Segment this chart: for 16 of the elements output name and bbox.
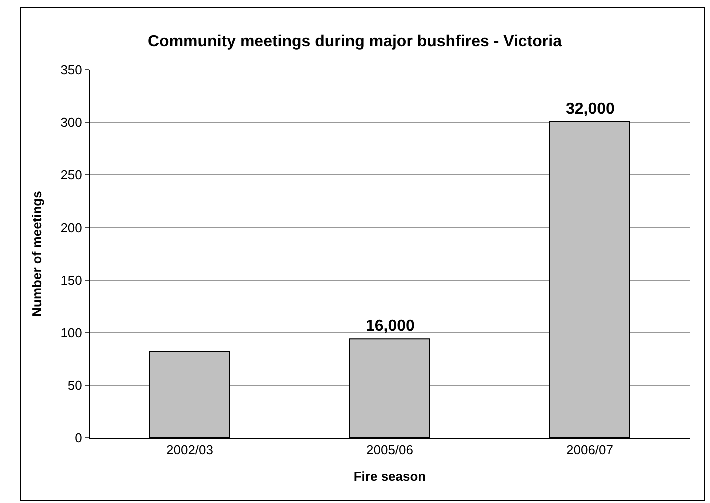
y-tick-label: 300 — [60, 115, 82, 130]
y-tick-label: 100 — [60, 325, 82, 340]
annotation: 32,000 — [566, 101, 616, 118]
annotation: 16,000 — [366, 318, 416, 335]
y-tick-label: 250 — [60, 168, 82, 183]
y-tick-label: 0 — [75, 430, 82, 446]
y-tick-label: 150 — [60, 272, 82, 288]
x-axis-title: Fire season — [354, 469, 426, 484]
x-tick-label: 2005/06 — [366, 442, 414, 458]
x-tick-label: 2002/03 — [166, 442, 214, 458]
y-tick-label: 200 — [60, 220, 82, 236]
y-axis-title: Number of meetings — [30, 191, 45, 317]
y-tick-label: 50 — [68, 378, 82, 393]
x-tick-label: 2006/07 — [566, 442, 614, 458]
chart-title: Community meetings during major bushfires - Victoria — [148, 33, 562, 50]
y-tick-label: 350 — [60, 62, 82, 78]
